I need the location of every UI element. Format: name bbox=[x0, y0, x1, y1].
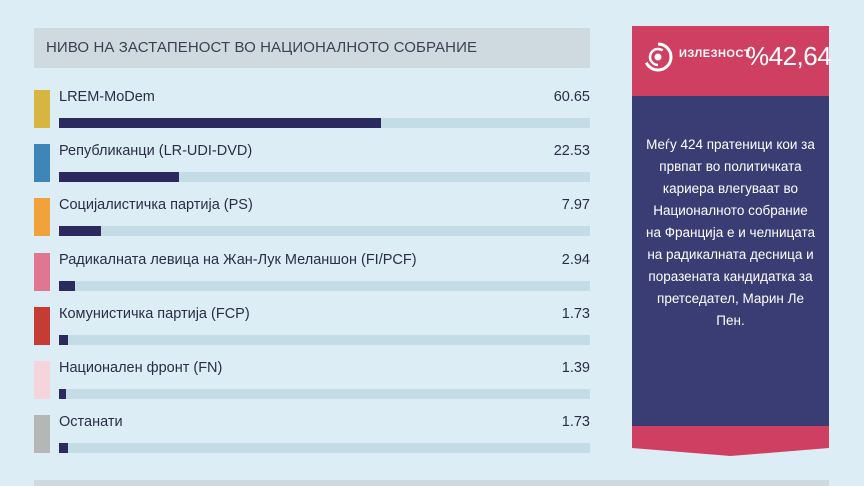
category-label: Републиканци (LR-UDI-DVD) bbox=[59, 143, 253, 160]
data-label: 7.97 bbox=[561, 197, 590, 214]
legend-swatch bbox=[34, 252, 50, 291]
bar-row: Радикалната левица на Жан-Лук Меланшон (… bbox=[34, 251, 590, 295]
bottom-strip bbox=[34, 480, 829, 486]
bar-row: Социјалистичка партија (PS) 7.97 bbox=[34, 196, 590, 240]
legend-swatch bbox=[34, 361, 50, 399]
bar bbox=[59, 280, 75, 291]
bar-track bbox=[59, 334, 590, 345]
turnout-label: ИЗЛЕЗНОСТ bbox=[679, 48, 751, 60]
category-label: Останати bbox=[59, 414, 123, 431]
data-label: 22.53 bbox=[553, 143, 590, 160]
data-label: 1.39 bbox=[561, 360, 590, 376]
bar-row: LREM-MoDem 60.65 bbox=[34, 88, 590, 132]
data-label: 1.73 bbox=[561, 414, 590, 431]
bar-track bbox=[59, 280, 590, 291]
turnout-header: ИЗЛЕЗНОСТ %42,64 bbox=[632, 26, 832, 96]
category-label: Социјалистичка партија (PS) bbox=[59, 197, 253, 214]
bar bbox=[59, 172, 179, 183]
data-label: 1.73 bbox=[561, 305, 590, 322]
legend-swatch bbox=[34, 415, 50, 454]
turnout-value: %42,64 bbox=[746, 41, 832, 71]
category-label: Радикалната левица на Жан-Лук Меланшон (… bbox=[59, 251, 417, 268]
legend-swatch bbox=[34, 144, 50, 183]
legend-swatch bbox=[34, 306, 50, 345]
bar bbox=[59, 118, 382, 128]
bar-row: Републиканци (LR-UDI-DVD) 22.53 bbox=[34, 142, 590, 186]
legend-swatch bbox=[34, 90, 50, 128]
bar bbox=[59, 226, 102, 237]
turnout-panel: ИЗЛЕЗНОСТ %42,64 Меѓу 424 пратеници кои … bbox=[632, 26, 832, 456]
category-label: Комунистичка партија (FCP) bbox=[59, 305, 250, 322]
legend-swatch bbox=[34, 198, 50, 237]
bar bbox=[59, 443, 69, 454]
bar bbox=[59, 334, 69, 345]
panel-bottom-zigzag bbox=[632, 426, 829, 456]
data-label: 60.65 bbox=[553, 89, 590, 105]
category-label: Национален фронт (FN) bbox=[59, 360, 223, 376]
bar-row: Комунистичка партија (FCP) 1.73 bbox=[34, 305, 590, 349]
data-label: 2.94 bbox=[561, 251, 590, 268]
category-label: LREM-MoDem bbox=[59, 89, 155, 105]
bar-track bbox=[59, 226, 590, 237]
bar-track bbox=[59, 118, 590, 128]
bar-row: Национален фронт (FN) 1.39 bbox=[34, 359, 590, 403]
bar-row: Останати 1.73 bbox=[34, 413, 590, 457]
bar-track bbox=[59, 172, 590, 183]
bar bbox=[59, 389, 67, 399]
bar-track bbox=[59, 389, 590, 399]
chart-title: НИВО НА ЗАСТАПЕНОСТ ВО НАЦИОНАЛНОТО СОБР… bbox=[34, 28, 590, 68]
turnout-ring-icon bbox=[643, 42, 673, 72]
sidebar-text: Меѓу 424 пратеници кои за првпат во поли… bbox=[632, 96, 829, 426]
bar-track bbox=[59, 443, 590, 454]
